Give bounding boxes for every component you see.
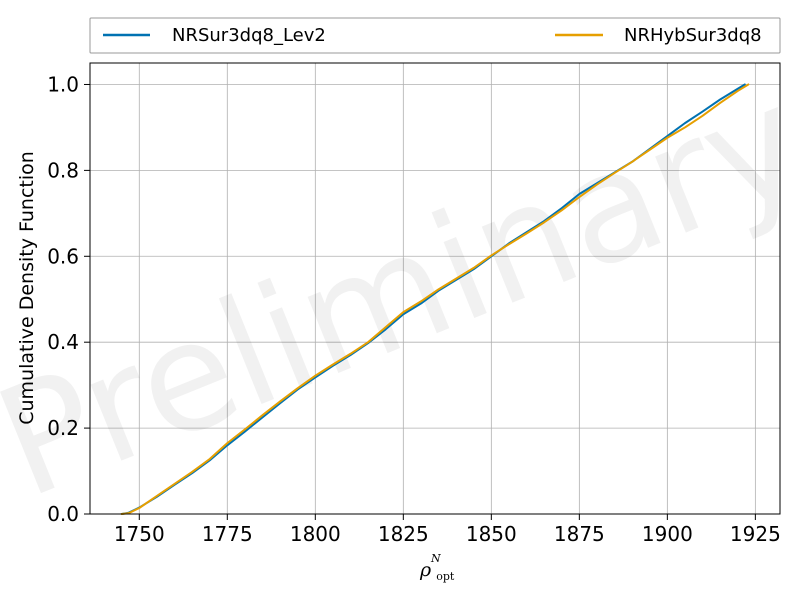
x-tick-label-1775: 1775	[202, 522, 253, 546]
legend: NRSur3dq8_Lev2 NRHybSur3dq8	[89, 17, 781, 54]
series-layer	[120, 83, 750, 515]
y-tick-label-5: 1.0	[47, 72, 79, 96]
y-tick-label-4: 0.8	[47, 158, 79, 182]
y-axis-label: Cumulative Density Function	[16, 151, 38, 425]
x-axis-label-sub: opt	[436, 570, 455, 583]
y-tick-label-1: 0.2	[47, 416, 79, 440]
x-tick-label-1825: 1825	[378, 522, 429, 546]
y-tick-label-3: 0.6	[47, 244, 79, 268]
x-axis-ticks: 1750 1775 1800 1825 1850 1875 1900 1925	[114, 514, 781, 546]
x-axis-label-base: ρ	[419, 559, 432, 581]
y-tick-label-2: 0.4	[47, 330, 79, 354]
plot-frame	[89, 62, 781, 515]
x-tick-label-1875: 1875	[554, 522, 605, 546]
svg-text:ρ opt: ρ opt	[419, 559, 455, 583]
y-axis-ticks: 0.0 0.2 0.4 0.6 0.8 1.0	[47, 72, 90, 526]
grid-lines	[90, 63, 780, 515]
x-axis-label: ρ opt N	[419, 552, 455, 583]
x-tick-label-1900: 1900	[642, 522, 693, 546]
x-tick-label-1925: 1925	[730, 522, 781, 546]
series-line-nrhybsur3dq8	[120, 83, 750, 515]
x-tick-label-1750: 1750	[114, 522, 165, 546]
watermark-preliminary: Preliminary	[0, 53, 800, 532]
y-tick-label-0: 0.0	[47, 502, 79, 526]
legend-label-nrhybsur3dq8: NRHybSur3dq8	[624, 25, 762, 46]
x-tick-label-1800: 1800	[290, 522, 341, 546]
x-tick-label-1850: 1850	[466, 522, 517, 546]
legend-box	[89, 17, 781, 54]
legend-label-nrsur3dq8-lev2: NRSur3dq8_Lev2	[172, 25, 326, 46]
x-axis-label-sup: N	[430, 552, 441, 565]
